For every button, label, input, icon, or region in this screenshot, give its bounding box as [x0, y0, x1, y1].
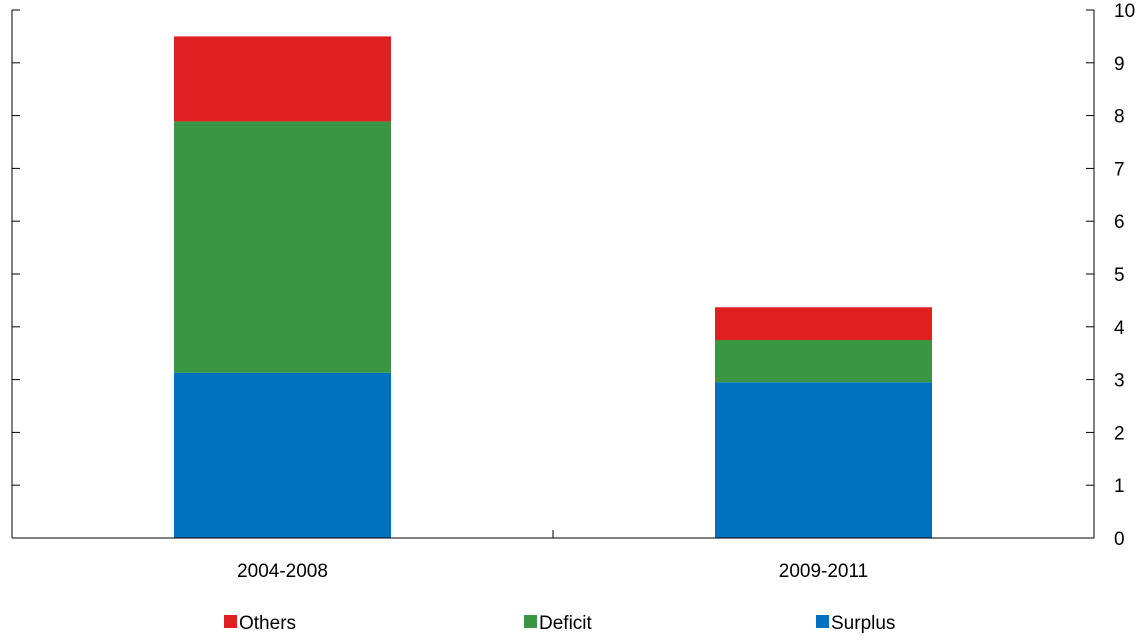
- bar-surplus-2004-2008: [174, 372, 391, 538]
- y-tick-label-6: 6: [1114, 212, 1125, 233]
- y-tick-label-1: 1: [1114, 476, 1125, 497]
- y-tick-label-8: 8: [1114, 107, 1125, 128]
- legend-swatch-deficit: [524, 615, 537, 628]
- category-label-2004-2008: 2004-2008: [237, 561, 328, 582]
- bar-deficit-2009-2011: [715, 340, 932, 383]
- legend-swatch-others: [224, 615, 237, 628]
- y-tick-label-3: 3: [1114, 371, 1125, 392]
- axes-group: [11, 9, 1095, 539]
- legend-swatch-surplus: [816, 615, 829, 628]
- legend-label-others: Others: [239, 613, 296, 634]
- y-tick-label-5: 5: [1114, 265, 1125, 286]
- category-labels-group: 2004-2008 2009-2011: [237, 561, 868, 582]
- category-label-2009-2011: 2009-2011: [779, 561, 868, 582]
- y-tick-label-2: 2: [1114, 423, 1125, 444]
- bar-others-2004-2008: [174, 36, 391, 122]
- y-tick-label-4: 4: [1114, 318, 1125, 339]
- y-tick-label-10: 10: [1114, 1, 1135, 22]
- bar-deficit-2004-2008: [174, 121, 391, 373]
- bars-group: [174, 36, 932, 538]
- legend-label-deficit: Deficit: [539, 613, 593, 634]
- legend-label-surplus: Surplus: [831, 613, 895, 634]
- y-tick-label-7: 7: [1114, 159, 1125, 180]
- legend: Others Deficit Surplus: [224, 613, 895, 634]
- bar-others-2009-2011: [715, 307, 932, 340]
- tick-labels-group: 0 1 2 3 4 5 6 7 8 9 10: [1114, 1, 1135, 550]
- y-tick-label-0: 0: [1114, 529, 1125, 550]
- bar-surplus-2009-2011: [715, 382, 932, 538]
- y-tick-label-9: 9: [1114, 54, 1125, 75]
